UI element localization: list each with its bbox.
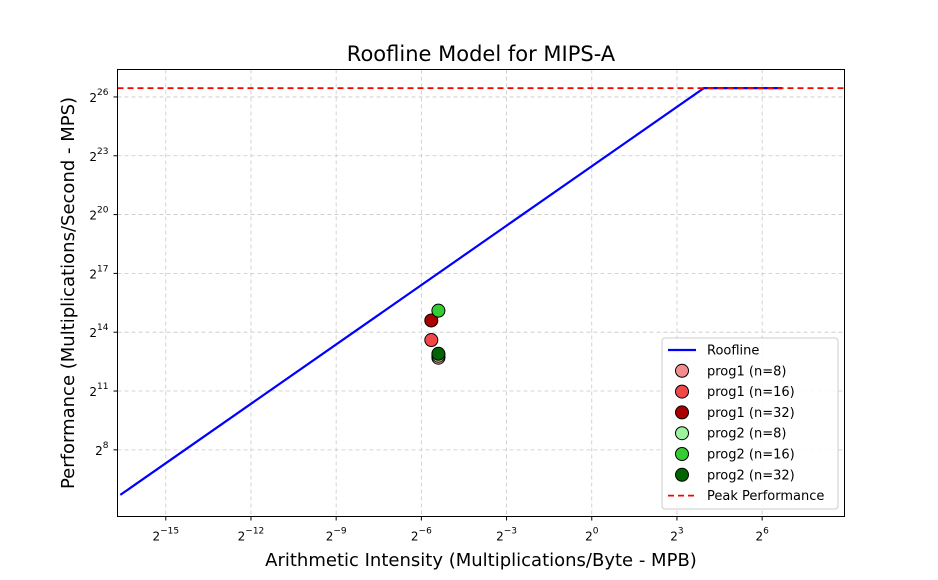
legend-label: prog1 (n=16) <box>707 385 795 400</box>
y-axis-label: Performance (Multiplications/Second - MP… <box>58 97 79 489</box>
x-tick-label: 2−12 <box>238 527 265 544</box>
legend-label: prog1 (n=8) <box>707 364 786 379</box>
y-tick-label: 211 <box>89 382 108 399</box>
roofline-line <box>119 86 782 496</box>
chart-title: Roofline Model for MIPS-A <box>347 42 616 66</box>
plot-frame <box>117 69 845 517</box>
legend-box <box>661 337 839 510</box>
legend-label: Roofline <box>707 344 759 359</box>
x-tick-label: 2−3 <box>496 527 517 544</box>
legend-marker <box>675 467 689 482</box>
data-point <box>424 313 439 328</box>
legend-marker <box>675 447 689 461</box>
axis-ticks: 2−15 2−12 2−9 2−6 2−3 20 23 26 28 211 214 217 220 223… <box>89 88 769 544</box>
legend-label: Peak Performance <box>707 489 824 504</box>
x-tick-label: 23 <box>670 527 683 544</box>
legend-marker <box>675 363 689 378</box>
x-tick-label: 20 <box>585 527 599 544</box>
x-tick-label: 2−15 <box>152 527 179 544</box>
data-point <box>431 303 446 318</box>
data-point <box>431 346 446 361</box>
x-tick-label: 2−9 <box>326 527 347 544</box>
y-tick-label: 223 <box>89 147 108 164</box>
legend: Roofline prog1 (n=8) prog1 (n=16) prog1 (n=… <box>661 337 839 510</box>
legend-label: prog2 (n=32) <box>707 468 795 483</box>
data-point <box>424 333 439 348</box>
x-tick-label: 26 <box>755 527 769 544</box>
y-tick-label: 226 <box>89 88 108 105</box>
x-tick-label: 2−6 <box>411 527 432 544</box>
legend-marker <box>675 426 689 441</box>
legend-marker <box>675 384 689 399</box>
plot-data <box>117 86 845 496</box>
legend-marker <box>675 405 689 420</box>
legend-label: prog2 (n=8) <box>707 427 786 442</box>
y-tick-label: 214 <box>89 323 108 340</box>
legend-label: prog2 (n=16) <box>707 448 795 463</box>
y-tick-label: 217 <box>89 264 108 281</box>
y-tick-label: 28 <box>95 441 109 458</box>
x-axis-label: Arithmetic Intensity (Multiplications/By… <box>265 550 697 571</box>
legend-label: prog1 (n=32) <box>707 406 795 421</box>
y-tick-label: 220 <box>89 206 108 223</box>
